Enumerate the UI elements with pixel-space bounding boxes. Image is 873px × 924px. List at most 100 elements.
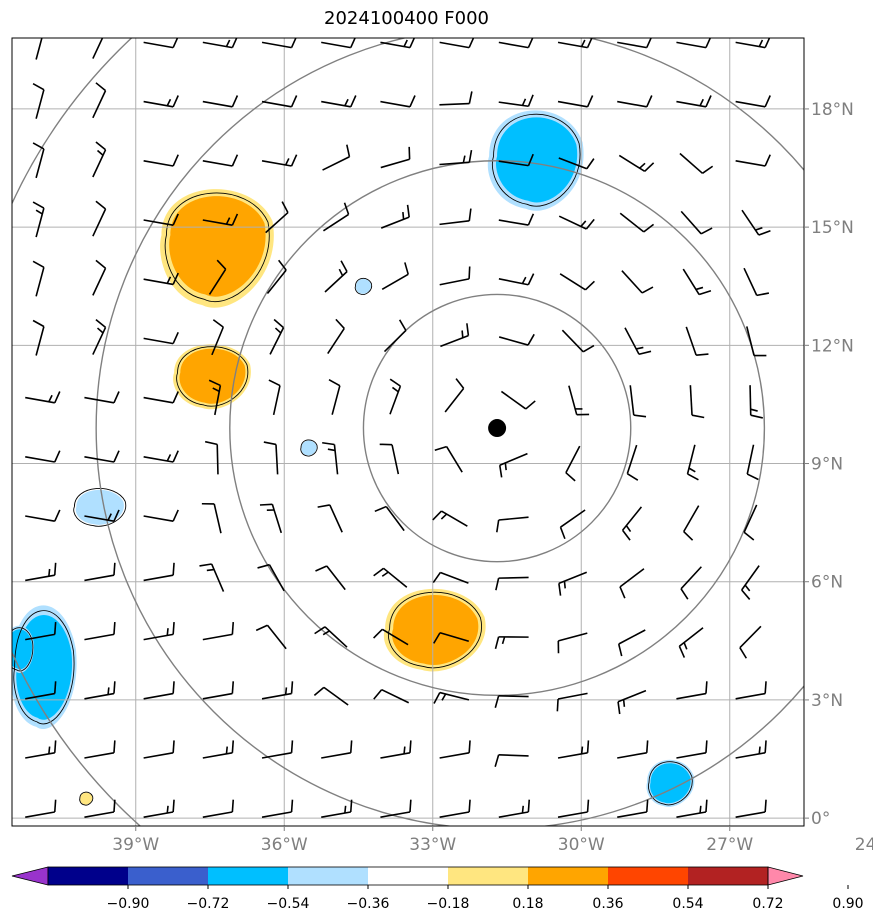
wind-barb [568, 385, 590, 416]
anomaly-contour [648, 761, 693, 806]
wind-barb [434, 445, 463, 473]
wind-barb [557, 38, 594, 49]
storm-center-dot [488, 419, 507, 438]
wind-barb [735, 740, 767, 759]
lat-tick-label: 0° [811, 809, 830, 829]
wind-barb [315, 565, 346, 591]
wind-barb [749, 385, 763, 419]
wind-barb [444, 378, 465, 413]
wind-barb [557, 740, 590, 759]
wind-barb [202, 799, 235, 818]
wind-barb [676, 95, 712, 108]
wind-barb [617, 629, 646, 657]
range-ring [95, 38, 804, 826]
colorbar-segment [688, 867, 768, 885]
wind-barb [439, 266, 471, 286]
wind-barb [494, 636, 529, 650]
wind-barb [25, 391, 61, 404]
wind-barb [629, 385, 647, 418]
colorbar-segment [208, 867, 288, 885]
colorbar-level-label: 0.90 [832, 896, 863, 912]
wind-barb [204, 440, 219, 475]
wind-barb [202, 213, 239, 226]
wind-barb [84, 450, 120, 463]
anomaly-patch [80, 792, 93, 805]
plot-frame [11, 37, 805, 827]
anomaly-contour [492, 113, 581, 207]
wind-barb [379, 443, 400, 475]
wind-barb [624, 327, 652, 356]
wind-barb [143, 331, 179, 345]
wind-barb [143, 38, 179, 49]
wind-barb [498, 333, 535, 346]
anomaly-contour [388, 591, 483, 669]
anomaly-patch [392, 594, 479, 665]
wind-barb [261, 38, 298, 49]
wind-barb [680, 566, 702, 600]
longitude-tick-labels: 39°W 36°W 33°W 30°W 27°W 24°W [112, 826, 873, 855]
wind-barb [557, 799, 590, 818]
lat-tick-label: 3°N [811, 691, 843, 711]
anomaly-patch [650, 763, 691, 804]
map-title: 2024100400 F000 [324, 8, 489, 29]
wind-barb [374, 505, 405, 532]
wind-barb [259, 503, 283, 534]
wind-barb [682, 268, 712, 296]
wind-barb [84, 799, 116, 818]
wind-barb [432, 510, 468, 527]
wind-barb [202, 38, 239, 49]
wind-barb [314, 626, 348, 648]
wind-barb [439, 740, 471, 759]
wind-barb [328, 379, 341, 415]
wind-barb [498, 153, 534, 167]
wind-barb [84, 681, 116, 700]
anomaly-contour [12, 627, 34, 672]
anomaly-contour [73, 488, 127, 527]
wind-barb [208, 259, 227, 295]
wind-barbs [25, 38, 771, 818]
wind-barb [143, 154, 179, 167]
wind-barb [558, 571, 588, 596]
wind-barb [743, 267, 770, 297]
wind-barb [735, 681, 767, 700]
lon-tick-label: 24°W [855, 835, 873, 855]
wind-barb [741, 209, 771, 236]
colorbar-segment [288, 867, 368, 885]
wind-barb [324, 260, 348, 293]
wind-barb [739, 625, 762, 659]
wind-barb [498, 452, 528, 478]
anomaly-patch [179, 348, 246, 404]
lat-tick-label: 18°N [811, 100, 854, 120]
wind-barb [84, 391, 120, 404]
wind-barb [617, 799, 649, 818]
wind-barb [619, 212, 655, 233]
wind-barb [676, 38, 712, 49]
lat-tick-label: 15°N [811, 218, 854, 238]
wind-barb [143, 622, 175, 641]
colorbar-segment [528, 867, 608, 885]
colorbar-level-label: −0.54 [267, 896, 310, 912]
wind-barb [743, 504, 758, 541]
wind-barb [561, 329, 595, 353]
wind-barb [255, 624, 287, 650]
wind-barb [32, 260, 45, 297]
anomaly-contour [176, 346, 249, 407]
wind-barb [439, 799, 471, 818]
wind-barb [439, 149, 473, 166]
wind-barb [617, 689, 647, 715]
wind-barb [559, 509, 586, 540]
wind-barb [500, 390, 536, 410]
colorbar-level-label: −0.72 [187, 896, 230, 912]
wind-barb [498, 799, 531, 818]
wind-barb [143, 95, 179, 108]
anomaly-patch [169, 196, 266, 297]
wind-barb [25, 799, 57, 818]
wind-barb [735, 154, 771, 167]
colorbar-level-label: −0.36 [347, 896, 390, 912]
wind-barb [683, 505, 700, 541]
anomaly-fills [12, 110, 695, 807]
colorbar-level-label: 0.36 [592, 896, 623, 912]
wind-barb [202, 622, 235, 641]
wind-barb [143, 562, 175, 582]
